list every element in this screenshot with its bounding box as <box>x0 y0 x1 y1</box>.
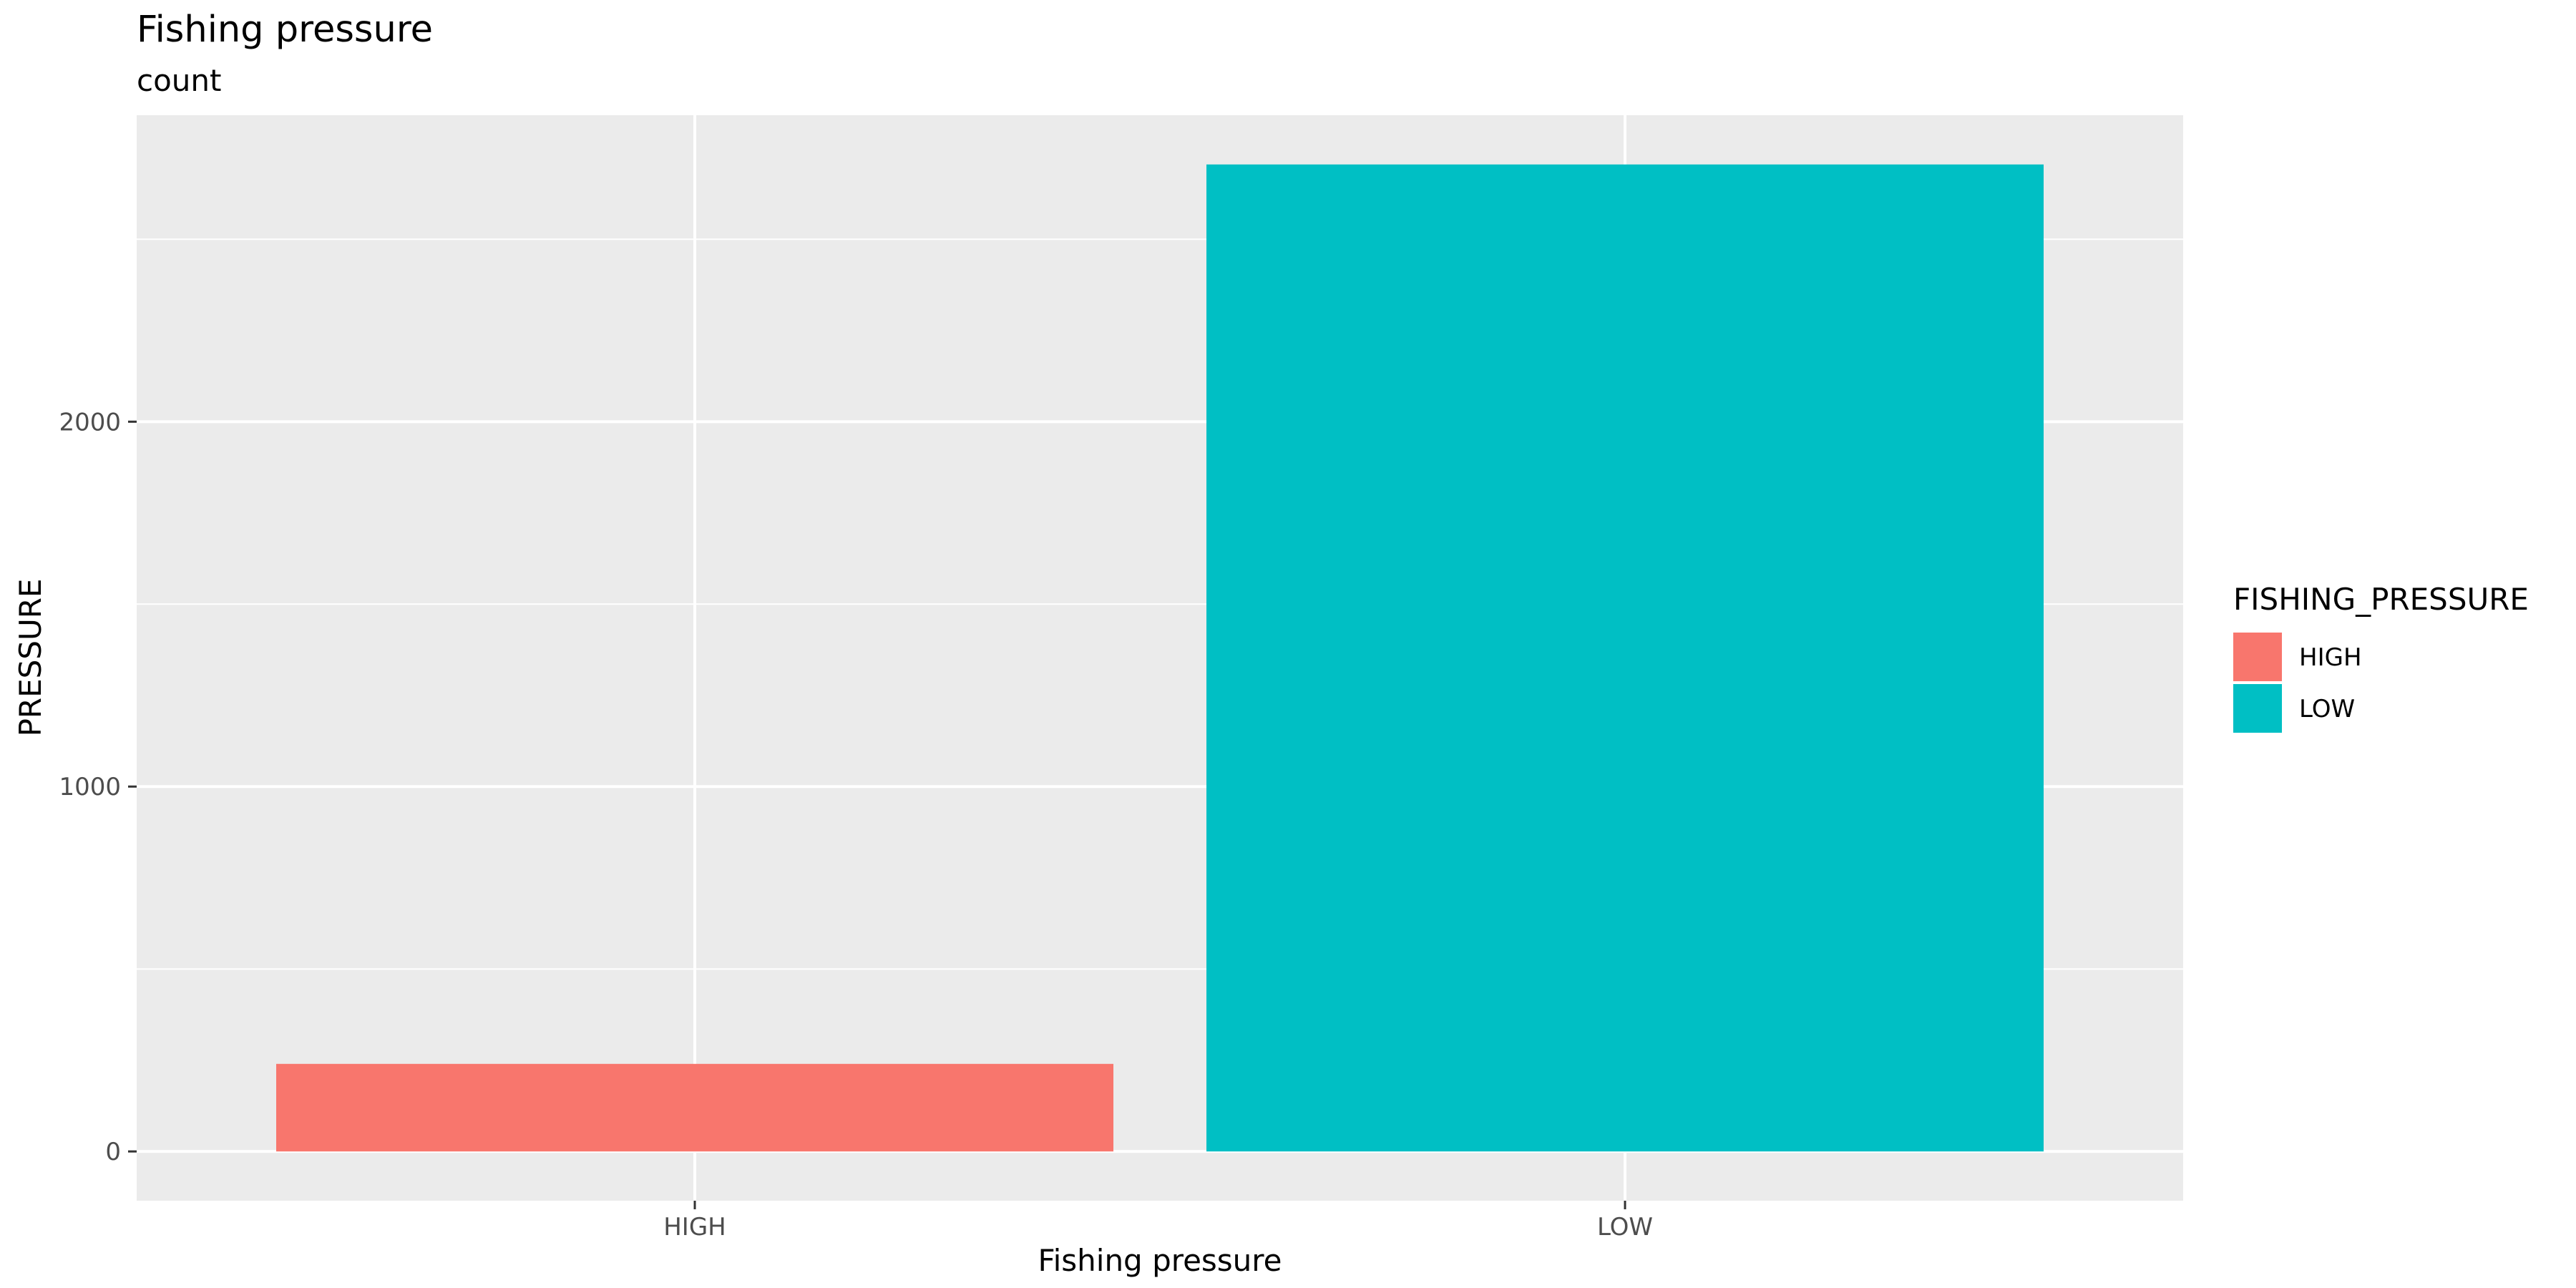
legend-title: FISHING_PRESSURE <box>2233 582 2529 617</box>
bar-low <box>1206 164 2044 1152</box>
legend-key-low <box>2233 684 2282 733</box>
legend: FISHING_PRESSURE HIGH LOW <box>2233 582 2529 733</box>
bars <box>276 164 2044 1152</box>
x-tick-label: LOW <box>1597 1213 1653 1241</box>
y-axis-title: PRESSURE <box>13 579 48 737</box>
axes: 0 1000 2000 HIGH LOW <box>59 408 1653 1241</box>
y-tick-label: 1000 <box>59 773 121 801</box>
y-tick-label: 2000 <box>59 408 121 436</box>
x-tick-label: HIGH <box>663 1213 726 1241</box>
legend-items: HIGH LOW <box>2233 633 2362 733</box>
chart-subtitle: count <box>137 63 222 98</box>
x-axis-title: Fishing pressure <box>1038 1243 1282 1278</box>
legend-label-low: LOW <box>2299 695 2355 723</box>
chart-title: Fishing pressure <box>137 9 433 51</box>
legend-label-high: HIGH <box>2299 643 2362 672</box>
legend-key-high <box>2233 633 2282 681</box>
y-tick-label: 0 <box>105 1138 121 1166</box>
bar-high <box>276 1063 1113 1152</box>
